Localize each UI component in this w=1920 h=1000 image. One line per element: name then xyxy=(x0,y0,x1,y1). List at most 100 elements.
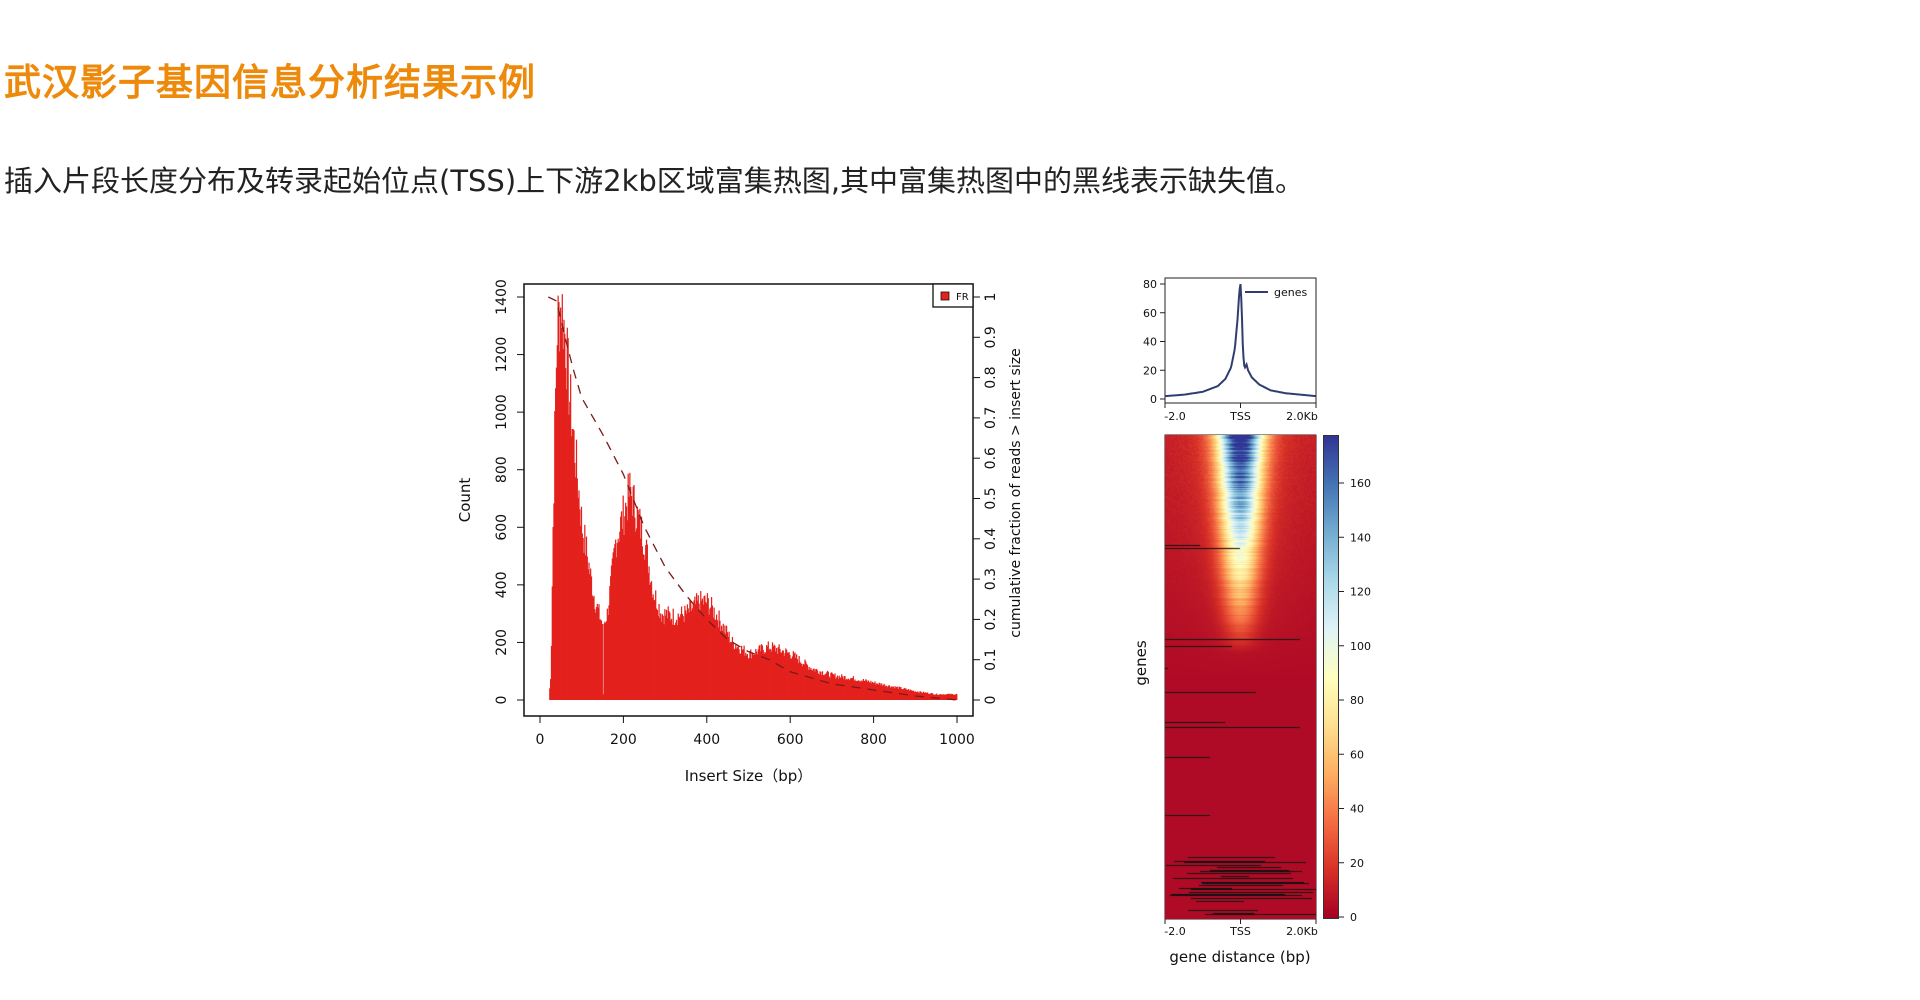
profile-y-tick-label: 40 xyxy=(1143,336,1157,349)
histogram-bar xyxy=(632,486,634,700)
histogram-bar xyxy=(700,600,703,700)
histogram-bar xyxy=(725,625,728,700)
legend-box xyxy=(932,283,974,308)
histogram-bar xyxy=(838,675,840,700)
histogram-bar xyxy=(784,653,786,700)
histogram-bar xyxy=(651,597,653,700)
histogram-bar xyxy=(647,573,649,700)
histogram-bar xyxy=(575,439,578,700)
histogram-bar xyxy=(813,668,815,700)
histogram-bar xyxy=(863,680,865,700)
histogram-bar xyxy=(660,621,663,700)
legend-label-fr: FR xyxy=(956,292,969,303)
histogram-bar xyxy=(931,692,933,700)
histogram-bar xyxy=(851,678,854,700)
histogram-bar xyxy=(811,670,814,700)
histogram-bar xyxy=(672,608,674,700)
histogram-bar xyxy=(599,619,601,700)
histogram-bar xyxy=(690,601,692,700)
histogram-bar xyxy=(730,641,732,700)
histogram-bar xyxy=(565,368,567,700)
histogram-bar xyxy=(567,338,569,700)
histogram-bar xyxy=(595,612,597,700)
histogram-bar xyxy=(666,618,669,700)
histogram-bar xyxy=(729,642,731,700)
histogram-bar xyxy=(577,497,579,700)
histogram-bar xyxy=(804,659,806,700)
histogram-bar xyxy=(617,538,619,700)
histogram-bar xyxy=(689,600,691,700)
histogram-bar xyxy=(610,576,612,700)
histogram-bar xyxy=(748,658,750,700)
histogram-bar xyxy=(662,615,664,700)
histogram-bar xyxy=(635,531,637,700)
histogram-bar xyxy=(658,603,660,700)
histogram-bar xyxy=(782,650,784,700)
histogram-bar xyxy=(950,693,952,700)
histogram-bar xyxy=(825,673,827,700)
histogram-bar xyxy=(887,685,890,700)
histogram-bar xyxy=(760,651,762,700)
histogram-bar xyxy=(859,680,861,700)
histogram-bar xyxy=(660,613,662,700)
histogram-bar xyxy=(551,586,553,700)
histogram-bar xyxy=(840,677,842,700)
histogram-bar xyxy=(837,678,839,700)
histogram-bar xyxy=(796,659,799,700)
histogram-bar xyxy=(821,671,824,700)
histogram-bar xyxy=(675,619,678,700)
y2-axis-label: cumulative fraction of reads > insert si… xyxy=(1008,348,1024,637)
histogram-bar xyxy=(622,495,624,700)
histogram-bar xyxy=(788,652,790,700)
histogram-bar xyxy=(791,658,793,700)
histogram-bar xyxy=(653,599,655,700)
histogram-bar xyxy=(628,496,630,700)
histogram-bar xyxy=(945,694,947,700)
y2-tick-label: 0.9 xyxy=(983,326,999,348)
histogram-bar xyxy=(856,680,858,700)
histogram-bar xyxy=(866,680,868,700)
histogram-bar xyxy=(665,615,667,700)
histogram-bar xyxy=(861,681,864,700)
histogram-bar xyxy=(766,645,768,700)
histogram-bar xyxy=(631,515,633,700)
histogram-bar xyxy=(836,675,839,700)
histogram-bar xyxy=(752,655,754,700)
histogram-bar xyxy=(714,619,716,700)
histogram-bar xyxy=(845,680,847,700)
histogram-bar xyxy=(570,436,573,700)
histogram-bar xyxy=(912,690,915,700)
histogram-bar xyxy=(668,610,670,700)
histogram-bar xyxy=(926,693,928,700)
histogram-bar xyxy=(947,693,950,700)
histogram-bar xyxy=(801,663,803,700)
histogram-bar xyxy=(603,623,605,700)
histogram-bar xyxy=(910,690,912,700)
histogram-bar xyxy=(641,546,643,700)
histogram-bar xyxy=(616,542,618,700)
histogram-bar xyxy=(621,528,623,700)
histogram-bar xyxy=(690,610,693,700)
x-tick-label: 800 xyxy=(860,732,887,748)
histogram-bar xyxy=(944,694,946,700)
colorbar-tick-label: 120 xyxy=(1350,586,1371,599)
histogram-bar xyxy=(946,694,948,700)
tss-heatmap xyxy=(1165,435,1316,919)
histogram-bar xyxy=(645,539,648,700)
histogram-bar xyxy=(926,692,929,700)
histogram-bar xyxy=(818,674,820,700)
histogram-bar xyxy=(764,652,766,700)
histogram-bar xyxy=(640,538,642,700)
histogram-bar xyxy=(645,545,647,700)
histogram-bar xyxy=(596,603,598,700)
histogram-bar xyxy=(677,613,679,700)
histogram-bar xyxy=(846,678,848,700)
histogram-bar xyxy=(927,693,930,700)
histogram-bar xyxy=(949,694,951,700)
histogram-bar xyxy=(568,414,570,700)
histogram-bar xyxy=(579,509,581,700)
histogram-bar xyxy=(766,646,769,700)
histogram-bar xyxy=(674,624,676,700)
histogram-bar xyxy=(746,654,749,700)
histogram-bar xyxy=(800,663,802,700)
